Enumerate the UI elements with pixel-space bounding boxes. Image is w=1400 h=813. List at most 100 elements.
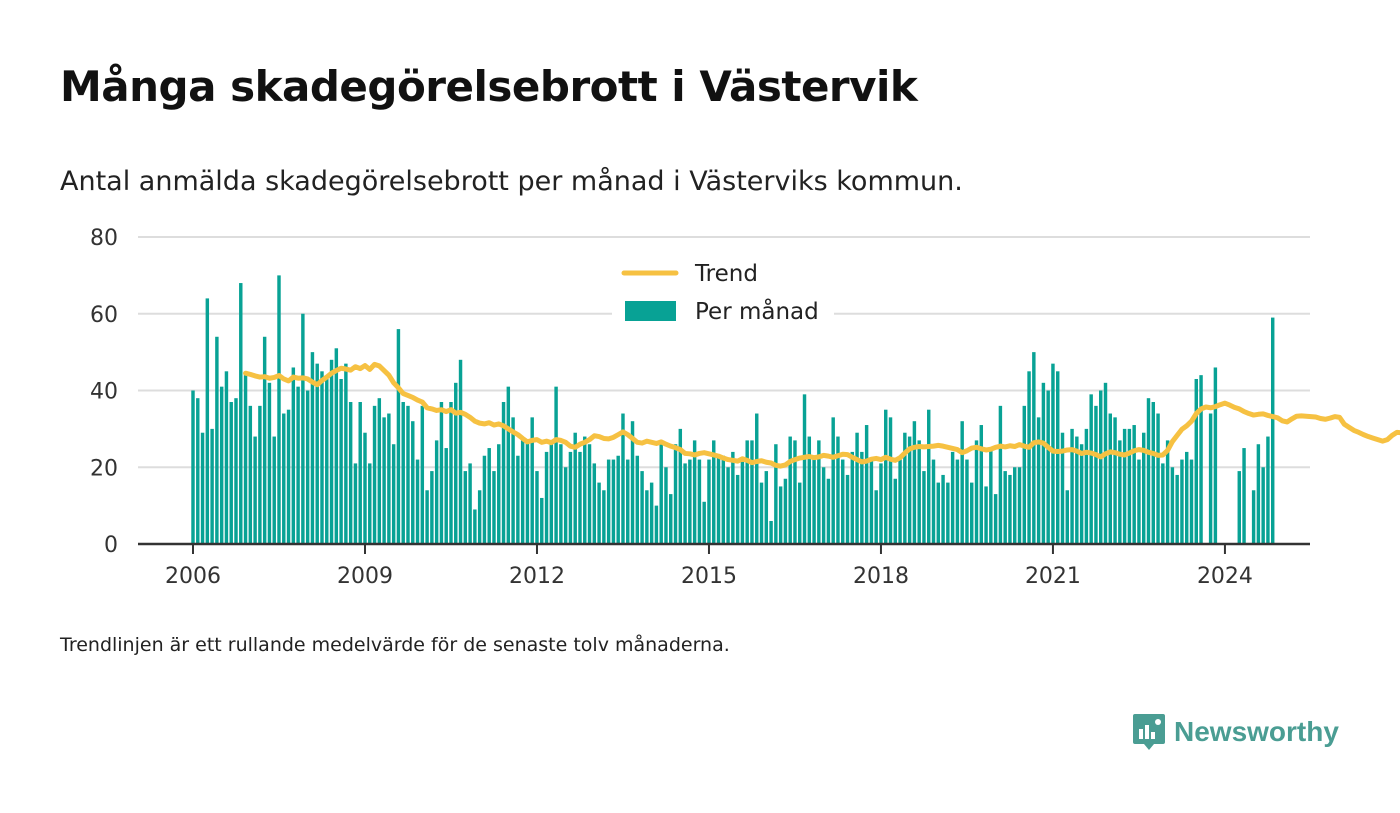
- bar: [363, 432, 367, 544]
- bar: [554, 386, 558, 544]
- bar: [1008, 474, 1012, 544]
- bar: [196, 398, 200, 544]
- bar: [821, 467, 826, 544]
- bar: [1013, 467, 1017, 544]
- bar: [673, 444, 678, 544]
- bar: [697, 459, 702, 544]
- trend-line: [243, 361, 1400, 469]
- bar: [759, 482, 764, 544]
- bar: [487, 448, 491, 544]
- brand-logo: Newsworthy: [1132, 712, 1339, 752]
- bar: [1199, 375, 1203, 544]
- bar: [788, 436, 792, 544]
- bar: [645, 490, 649, 544]
- bar: [334, 348, 339, 544]
- bar: [1213, 367, 1218, 544]
- bar: [1017, 467, 1022, 544]
- bar: [296, 386, 300, 544]
- bar: [649, 482, 654, 544]
- footnote: Trendlinjen är ett rullande medelvärde f…: [60, 634, 730, 656]
- bar: [716, 455, 721, 544]
- bar: [783, 478, 788, 544]
- bar: [573, 432, 577, 544]
- bar: [841, 459, 845, 544]
- bar: [917, 440, 921, 544]
- bar: [320, 371, 324, 544]
- bar: [936, 482, 941, 544]
- bar: [1079, 444, 1084, 544]
- bar: [1185, 451, 1189, 544]
- y-axis-tick-labels: 0 20 40 60 80: [90, 226, 118, 558]
- bar: [406, 405, 410, 544]
- bar: [291, 367, 296, 544]
- bar: [769, 520, 773, 544]
- bar: [764, 471, 769, 544]
- bar: [850, 451, 855, 544]
- bar: [635, 455, 640, 544]
- x-tick-label: 2021: [1025, 564, 1081, 589]
- bar: [587, 444, 592, 544]
- bar: [907, 436, 912, 544]
- brand-name: Newsworthy: [1174, 716, 1339, 747]
- bar: [1099, 390, 1103, 544]
- bar: [946, 482, 950, 544]
- bar: [348, 402, 353, 544]
- bar: [1165, 440, 1170, 544]
- bar: [1127, 428, 1132, 545]
- bar: [210, 428, 214, 545]
- bar: [1170, 467, 1175, 544]
- legend-label-trend: Trend: [694, 261, 758, 287]
- bar: [310, 352, 315, 545]
- bar: [458, 359, 463, 544]
- chart-title: Många skadegörelsebrott i Västervik: [60, 62, 918, 111]
- y-tick-label: 80: [90, 226, 118, 251]
- bar: [1094, 405, 1098, 544]
- bar: [234, 398, 238, 544]
- bar: [1027, 371, 1031, 544]
- bar: [1065, 490, 1069, 544]
- bar: [583, 436, 587, 544]
- bar: [1251, 490, 1256, 544]
- bar: [239, 283, 243, 544]
- bar: [1003, 471, 1007, 544]
- bar: [707, 459, 711, 544]
- bar: [473, 509, 477, 544]
- bar: [497, 444, 501, 544]
- bar: [559, 444, 563, 544]
- bar: [1070, 428, 1074, 545]
- bar: [286, 409, 291, 544]
- bar: [888, 417, 893, 544]
- bar: [387, 413, 391, 544]
- bar: [611, 459, 616, 544]
- bar: [282, 413, 286, 544]
- bar: [353, 463, 358, 544]
- bar: [798, 482, 802, 544]
- bar: [540, 497, 544, 544]
- bar: [1108, 413, 1112, 544]
- x-tick-label: 2009: [337, 564, 393, 589]
- bar: [477, 490, 482, 544]
- bar: [740, 459, 745, 544]
- bar: [860, 451, 864, 544]
- bar: [1208, 413, 1213, 544]
- bar: [864, 425, 869, 544]
- bar: [1271, 317, 1275, 544]
- x-tick-label: 2015: [681, 564, 737, 589]
- bar: [492, 471, 496, 544]
- bar: [903, 432, 907, 544]
- bar: [993, 494, 998, 544]
- bar: [802, 394, 807, 544]
- bar: [339, 378, 343, 544]
- bar: [454, 382, 458, 544]
- y-tick-label: 40: [90, 380, 118, 405]
- bar: [525, 440, 530, 544]
- bar: [243, 375, 248, 544]
- bar: [1113, 417, 1117, 544]
- bar: [979, 425, 984, 544]
- bar: [831, 417, 835, 544]
- bar: [1256, 444, 1261, 544]
- bar: [616, 455, 620, 544]
- bar: [621, 413, 625, 544]
- bar: [511, 417, 515, 544]
- bar: [578, 451, 582, 544]
